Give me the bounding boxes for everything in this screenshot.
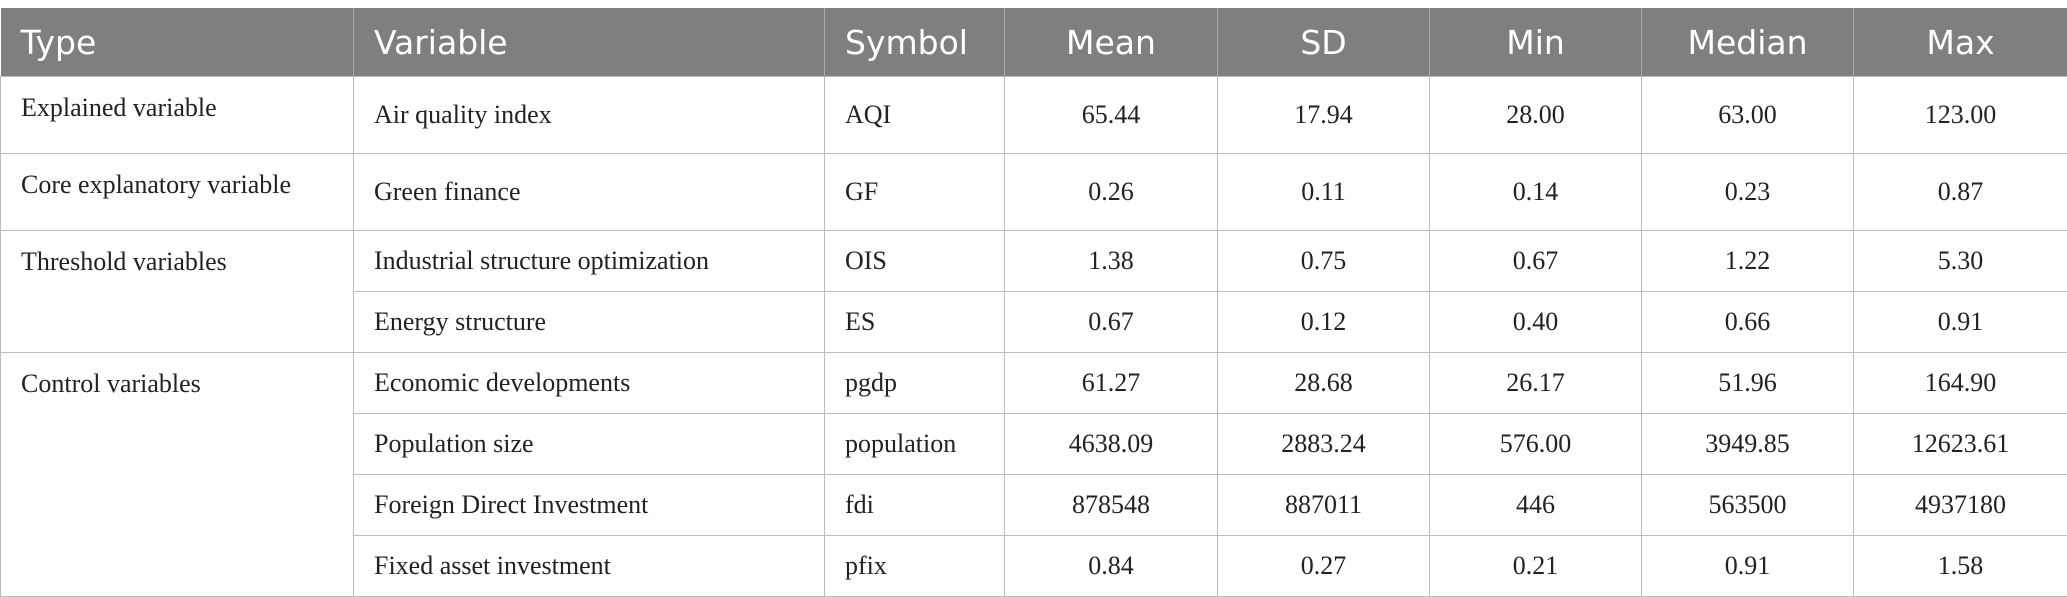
value-cell: 164.90 (1854, 353, 2067, 414)
header-cell: Max (1854, 8, 2067, 77)
value-cell: 28.00 (1430, 77, 1642, 154)
value-cell: 0.26 (1005, 154, 1218, 231)
value-cell: 1.22 (1642, 231, 1854, 292)
value-cell: 2883.24 (1218, 414, 1430, 475)
header-cell: Median (1642, 8, 1854, 77)
value-cell: 878548 (1005, 475, 1218, 536)
value-cell: 61.27 (1005, 353, 1218, 414)
value-cell: 0.12 (1218, 292, 1430, 353)
variable-cell: Energy structure (354, 292, 825, 353)
value-cell: 0.91 (1642, 536, 1854, 597)
type-cell: Core explanatory variable (1, 154, 354, 231)
header-cell: Variable (354, 8, 825, 77)
value-cell: 123.00 (1854, 77, 2067, 154)
value-cell: 0.87 (1854, 154, 2067, 231)
value-cell: 576.00 (1430, 414, 1642, 475)
variable-cell: Fixed asset investment (354, 536, 825, 597)
value-cell: 4638.09 (1005, 414, 1218, 475)
type-cell: Threshold variables (1, 231, 354, 353)
value-cell: 0.14 (1430, 154, 1642, 231)
value-cell: 63.00 (1642, 77, 1854, 154)
header-cell: Min (1430, 8, 1642, 77)
variable-cell: Economic developments (354, 353, 825, 414)
header-cell: Symbol (825, 8, 1005, 77)
value-cell: 1.58 (1854, 536, 2067, 597)
value-cell: 3949.85 (1642, 414, 1854, 475)
variable-cell: Foreign Direct Investment (354, 475, 825, 536)
variable-cell: Industrial structure optimization (354, 231, 825, 292)
symbol-cell: AQI (825, 77, 1005, 154)
value-cell: 446 (1430, 475, 1642, 536)
value-cell: 5.30 (1854, 231, 2067, 292)
value-cell: 0.67 (1430, 231, 1642, 292)
value-cell: 0.40 (1430, 292, 1642, 353)
value-cell: 26.17 (1430, 353, 1642, 414)
symbol-cell: OIS (825, 231, 1005, 292)
value-cell: 4937180 (1854, 475, 2067, 536)
value-cell: 28.68 (1218, 353, 1430, 414)
value-cell: 65.44 (1005, 77, 1218, 154)
value-cell: 17.94 (1218, 77, 1430, 154)
value-cell: 0.11 (1218, 154, 1430, 231)
symbol-cell: pfix (825, 536, 1005, 597)
symbol-cell: GF (825, 154, 1005, 231)
symbol-cell: pgdp (825, 353, 1005, 414)
value-cell: 0.66 (1642, 292, 1854, 353)
variable-cell: Air quality index (354, 77, 825, 154)
symbol-cell: population (825, 414, 1005, 475)
value-cell: 0.27 (1218, 536, 1430, 597)
symbol-cell: ES (825, 292, 1005, 353)
value-cell: 887011 (1218, 475, 1430, 536)
variable-cell: Green finance (354, 154, 825, 231)
value-cell: 0.84 (1005, 536, 1218, 597)
value-cell: 12623.61 (1854, 414, 2067, 475)
value-cell: 1.38 (1005, 231, 1218, 292)
variable-cell: Population size (354, 414, 825, 475)
value-cell: 0.67 (1005, 292, 1218, 353)
header-cell: Type (1, 8, 354, 77)
value-cell: 51.96 (1642, 353, 1854, 414)
header-cell: SD (1218, 8, 1430, 77)
value-cell: 0.75 (1218, 231, 1430, 292)
type-cell: Control variables (1, 353, 354, 597)
value-cell: 0.21 (1430, 536, 1642, 597)
value-cell: 0.91 (1854, 292, 2067, 353)
value-cell: 563500 (1642, 475, 1854, 536)
type-cell: Explained variable (1, 77, 354, 154)
symbol-cell: fdi (825, 475, 1005, 536)
value-cell: 0.23 (1642, 154, 1854, 231)
header-cell: Mean (1005, 8, 1218, 77)
